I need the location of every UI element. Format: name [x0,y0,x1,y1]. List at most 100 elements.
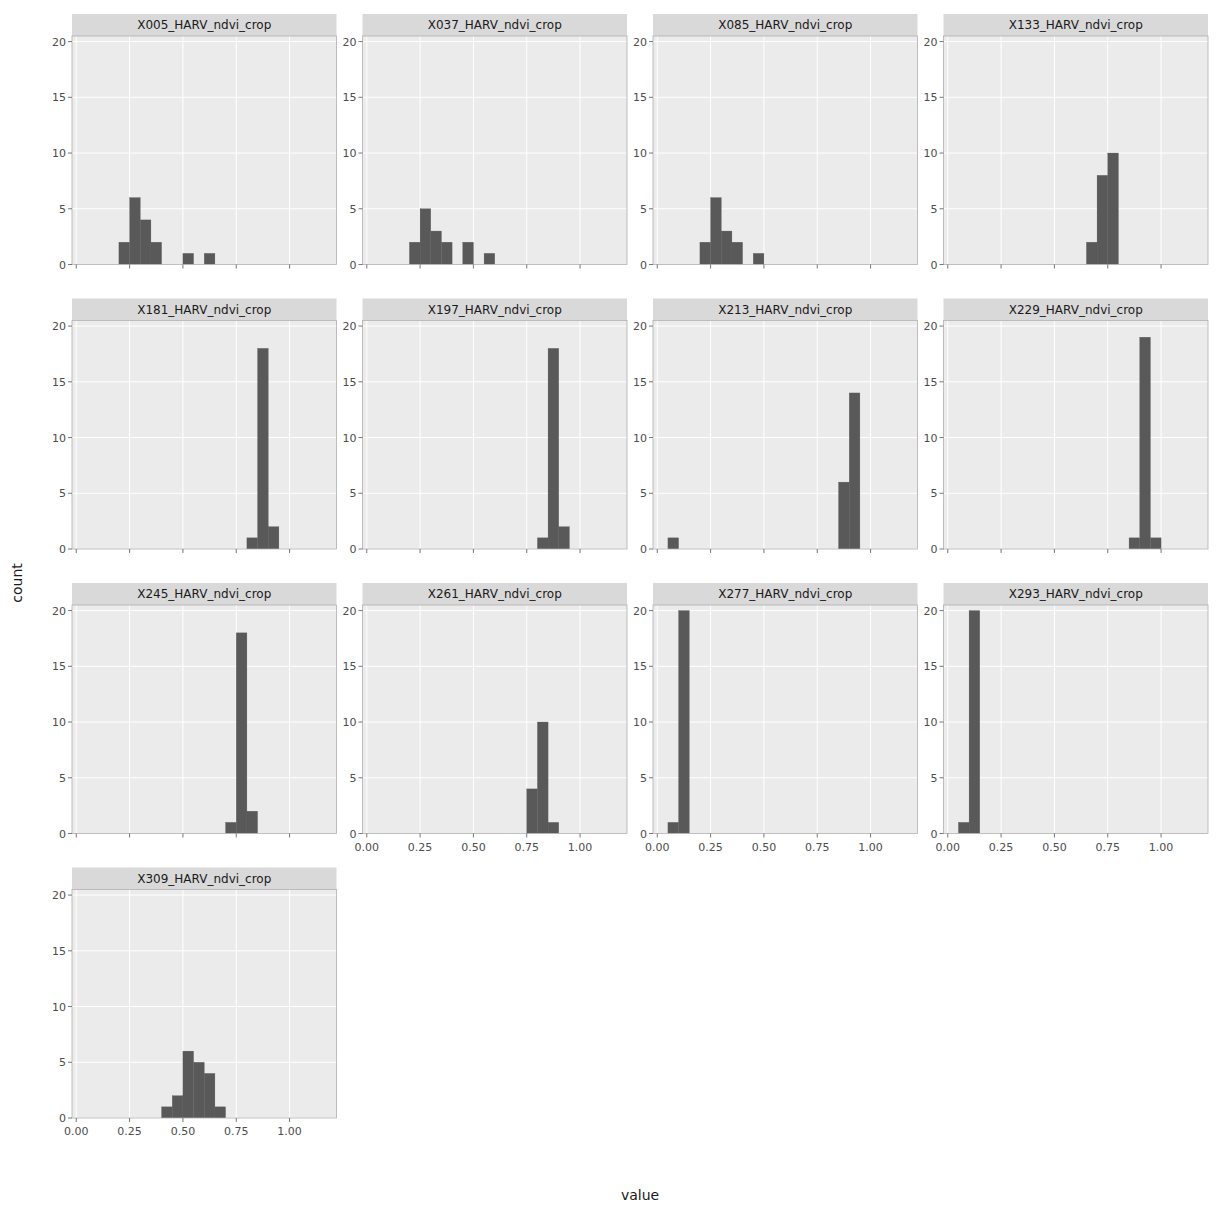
tick-y [649,381,653,382]
tick-y [940,666,944,667]
tick-label-y: 10 [633,716,647,729]
tick-label-y: 0 [59,1112,66,1125]
tick-x [710,265,711,269]
strip [363,583,628,605]
tick-y [940,833,944,834]
tick-label-y: 10 [52,147,66,160]
grid-line-y [944,208,1209,209]
tick-x [657,549,658,553]
strip [944,299,1209,321]
grid-line-x [473,321,474,550]
panel-title: X309_HARV_ndvi_crop [137,872,271,886]
grid-line-y [72,437,337,438]
tick-y [649,833,653,834]
grid-line-y [363,208,628,209]
chart: X005_HARV_ndvi_crop05101520X037_HARV_ndv… [0,0,1224,1224]
grid-line-x [236,321,237,550]
grid-line-y [653,97,918,98]
tick-label-x: 0.00 [64,1125,89,1138]
tick-y [68,1118,72,1119]
panel: X005_HARV_ndvi_crop05101520 [52,14,337,272]
grid-line-y [653,493,918,494]
grid-line-y [72,493,337,494]
bars [668,611,689,834]
plot-background [653,605,918,834]
grid-line-y [944,722,1209,723]
tick-label-y: 20 [343,320,357,333]
strip [72,583,337,605]
bar [409,242,420,264]
strip [72,299,337,321]
bars [247,348,279,549]
grid-line-y [944,153,1209,154]
grid-line-y [363,777,628,778]
grid-line-x [580,36,581,265]
tick-label-y: 5 [640,203,647,216]
grid-line-x [526,36,527,265]
bars [409,209,494,265]
tick-y [940,610,944,611]
x-axis-label: value [621,1187,659,1203]
tick-y [940,722,944,723]
grid-line-x [817,605,818,834]
bars [1086,153,1118,264]
grid-line-x [236,890,237,1119]
tick-x [817,265,818,269]
grid-line-y [363,41,628,42]
tick-y [940,97,944,98]
tick-label-x: 0.50 [461,841,486,854]
tick-label-x: 1.00 [1149,841,1174,854]
tick-x [236,549,237,553]
bars [119,198,215,265]
tick-x [580,265,581,269]
tick-label-y: 10 [633,432,647,445]
tick-label-y: 10 [52,432,66,445]
bar [247,811,258,833]
grid-line-x [710,321,711,550]
tick-y [359,610,363,611]
tick-label-y: 20 [343,605,357,618]
grid-line-y [363,610,628,611]
tick-y [940,153,944,154]
tick-label-y: 20 [343,36,357,49]
panel: X309_HARV_ndvi_crop051015200.000.250.500… [52,868,337,1139]
grid-line-x [657,36,658,265]
tick-x [1054,549,1055,553]
tick-x [580,834,581,838]
grid-line-x [1161,36,1162,265]
tick-label-x: 0.75 [514,841,539,854]
bars [700,198,764,265]
grid-line-x [947,605,948,834]
grid-line-x [420,605,421,834]
tick-x [817,549,818,553]
plot-background [72,890,337,1119]
tick-y [68,950,72,951]
tick-label-x: 0.25 [989,841,1014,854]
tick-label-x: 0.50 [752,841,777,854]
tick-y [649,97,653,98]
tick-x [76,549,77,553]
bars [537,348,569,549]
grid-line-y [653,208,918,209]
grid-line-y [944,326,1209,327]
tick-x [763,265,764,269]
tick-label-x: 1.00 [277,1125,302,1138]
tick-label-y: 5 [931,772,938,785]
grid-line-x [1161,605,1162,834]
tick-y [68,722,72,723]
tick-label-x: 1.00 [858,841,883,854]
tick-y [649,41,653,42]
tick-x [420,265,421,269]
bar [537,538,548,549]
tick-y [359,666,363,667]
tick-x [1161,549,1162,553]
strip [653,14,918,36]
grid-line-y [72,610,337,611]
grid-line-x [580,605,581,834]
bar [420,209,431,265]
panel-title: X293_HARV_ndvi_crop [1009,587,1143,601]
tick-y [68,1006,72,1007]
plot-frame [363,605,628,834]
tick-x [1107,549,1108,553]
bar [732,242,743,264]
